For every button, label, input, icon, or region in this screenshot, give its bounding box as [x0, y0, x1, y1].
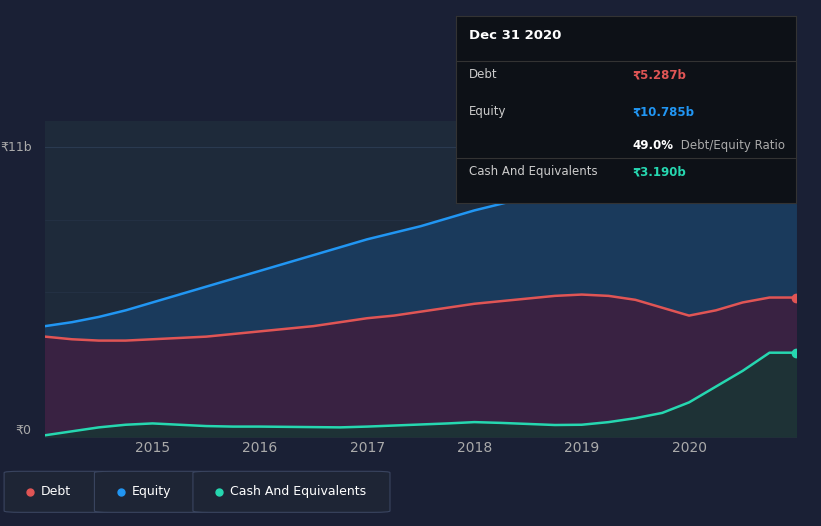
Text: Debt: Debt: [470, 68, 498, 81]
Text: ₹3.190b: ₹3.190b: [633, 165, 686, 178]
FancyBboxPatch shape: [94, 471, 209, 512]
Text: Equity: Equity: [470, 105, 507, 118]
Text: Dec 31 2020: Dec 31 2020: [470, 29, 562, 42]
Text: Cash And Equivalents: Cash And Equivalents: [230, 485, 366, 498]
Text: Debt/Equity Ratio: Debt/Equity Ratio: [677, 139, 785, 152]
Text: Debt: Debt: [41, 485, 71, 498]
Text: ₹5.287b: ₹5.287b: [633, 68, 686, 81]
Text: ₹11b: ₹11b: [0, 141, 32, 154]
Text: Cash And Equivalents: Cash And Equivalents: [470, 165, 598, 178]
Text: Equity: Equity: [131, 485, 171, 498]
Text: 49.0%: 49.0%: [633, 139, 674, 152]
Text: ₹10.785b: ₹10.785b: [633, 105, 695, 118]
Text: ₹0: ₹0: [16, 423, 32, 437]
FancyBboxPatch shape: [4, 471, 111, 512]
FancyBboxPatch shape: [193, 471, 390, 512]
